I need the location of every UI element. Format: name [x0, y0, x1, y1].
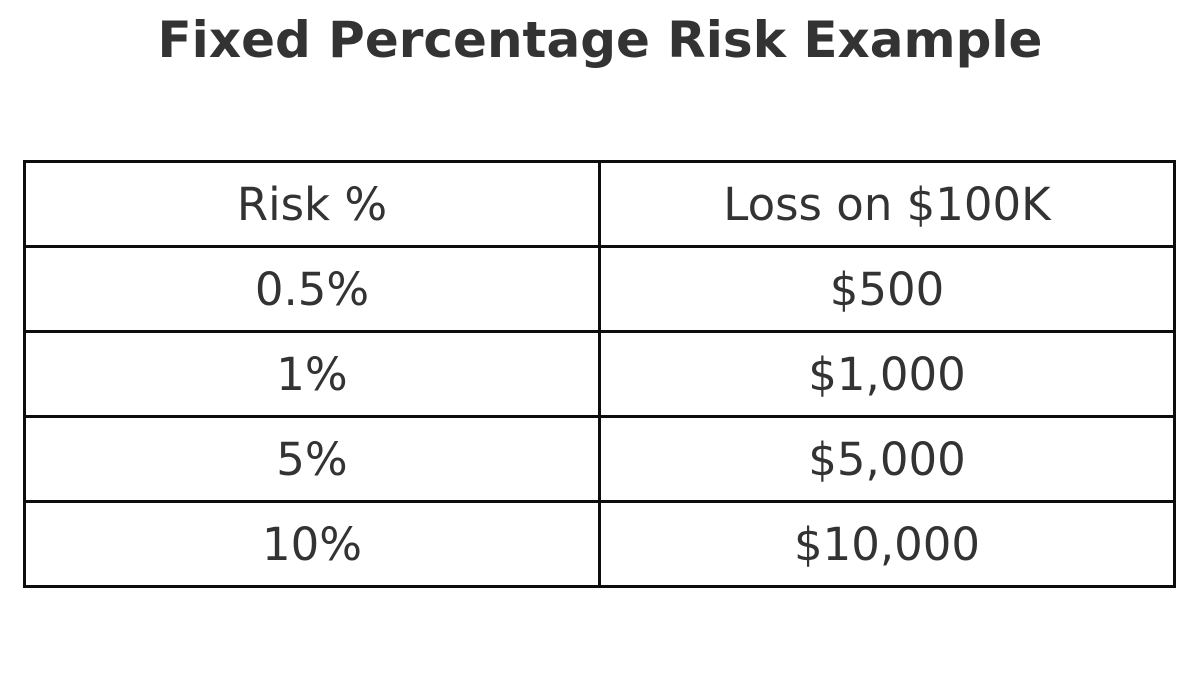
- loss-amount-cell: $5,000: [598, 415, 1176, 503]
- table-body: 0.5% $500 1% $1,000 5% $5,000 10% $10,00…: [23, 245, 1176, 588]
- loss-amount-cell: $10,000: [598, 500, 1176, 588]
- table-row: 1% $1,000: [23, 330, 1176, 418]
- risk-percent-cell: 1%: [23, 330, 601, 418]
- column-header-risk-percent: Risk %: [23, 160, 601, 248]
- loss-amount-cell: $500: [598, 245, 1176, 333]
- table-row: 10% $10,000: [23, 500, 1176, 588]
- table-row: 0.5% $500: [23, 245, 1176, 333]
- risk-table: Risk % Loss on $100K 0.5% $500 1% $1,000…: [23, 160, 1176, 588]
- risk-percent-cell: 10%: [23, 500, 601, 588]
- table-row: 5% $5,000: [23, 415, 1176, 503]
- loss-amount-cell: $1,000: [598, 330, 1176, 418]
- risk-percent-cell: 5%: [23, 415, 601, 503]
- page-title: Fixed Percentage Risk Example: [157, 11, 1043, 69]
- risk-percent-cell: 0.5%: [23, 245, 601, 333]
- table-header-row: Risk % Loss on $100K: [23, 160, 1176, 248]
- table-header: Risk % Loss on $100K: [23, 160, 1176, 248]
- column-header-loss-on-100k: Loss on $100K: [598, 160, 1176, 248]
